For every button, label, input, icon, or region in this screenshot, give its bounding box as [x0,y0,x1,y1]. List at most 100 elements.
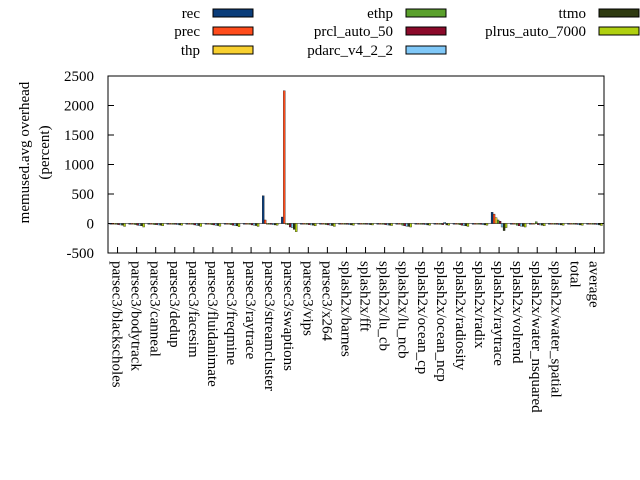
bar-rec [223,223,227,225]
bar-prec [397,223,400,225]
bar-ttmo [445,223,448,226]
bar-thp [456,223,460,225]
bar-rec [471,223,475,225]
bar-prcl-auto-50 [155,223,158,225]
bar-ethp [554,223,557,225]
bar-ttmo [235,223,239,227]
bar-ttmo [197,223,200,226]
x-tick-label: splash2x/fft [357,261,373,332]
bar-ttmo [541,223,544,226]
bar-thp [380,223,383,225]
legend-label: ttmo [558,6,586,22]
bar-ethp [592,223,595,225]
bar-rec [548,223,551,225]
legend-label: prec [174,24,200,40]
bar-rec [490,212,494,224]
bar-prec [473,223,477,225]
legend-swatch [405,26,447,36]
y-tick-label: 500 [72,187,95,203]
bar-ethp [573,223,576,225]
bar-ethp [363,223,366,225]
bar-rec [567,223,570,225]
bar-rec [338,223,341,225]
x-tick-label: average [585,261,601,308]
bar-ttmo [254,223,258,226]
x-tick-label: parsec3/swaptions [280,261,296,371]
bar-rec [529,223,532,225]
bar-plrus-auto-7000 [371,223,374,226]
bar-rec [433,223,436,225]
legend-swatch [405,45,447,55]
bar-prec [359,223,362,225]
bar-ttmo [426,223,429,226]
x-tick-label: parsec3/facesim [185,261,201,358]
bar-rec [395,223,398,225]
bar-prcl-auto-50 [250,223,254,226]
bar-pdarc-v4-2-2 [138,223,141,226]
bar-ethp [439,223,442,225]
bar-rec [452,223,456,225]
bar-pdarc-v4-2-2 [195,223,198,226]
legend-label: pdarc_v4_2_2 [307,43,393,59]
bar-thp [494,217,498,224]
bar-pdarc-v4-2-2 [252,223,256,226]
bar-plrus-auto-7000 [218,223,222,227]
bar-ethp [172,223,175,225]
bar-ethp [382,223,385,225]
bar-plrus-auto-7000 [180,223,183,226]
bar-thp [361,223,364,225]
bar-ethp [229,223,233,225]
bar-rec [204,223,208,225]
bar-thp [514,223,517,225]
x-tick-label: splash2x/volrend [509,261,525,364]
bar-ttmo [121,223,124,226]
bar-rec [510,223,513,225]
bar-pdarc-v4-2-2 [443,222,446,224]
bar-pdarc-v4-2-2 [367,223,370,225]
bar-ethp [306,223,309,225]
x-tick-label: splash2x/radix [471,261,487,349]
bar-prcl-auto-50 [289,223,292,228]
bar-plrus-auto-7000 [485,223,489,226]
bar-pdarc-v4-2-2 [558,223,561,225]
bar-rec [166,223,169,225]
bar-plrus-auto-7000 [276,223,279,226]
x-axis: parsec3/blackscholes parsec3/bodytrack par… [109,247,601,413]
bar-plrus-auto-7000 [199,223,202,227]
bar-prec [111,223,114,225]
bar-pdarc-v4-2-2 [310,223,313,226]
bar-prcl-auto-50 [365,223,368,225]
bar-ethp [496,219,500,224]
legend-label: plrus_auto_7000 [485,24,586,40]
bar-thp [266,223,269,225]
bar-ethp [535,221,538,224]
bar-prec [531,223,534,225]
legend-label: thp [181,43,200,59]
plot-frame [107,75,605,254]
bar-prec [588,223,591,225]
bar-plrus-auto-7000 [466,223,470,227]
bar-ttmo [598,223,601,226]
bar-prec [130,223,133,225]
bar-prec [569,223,572,225]
bar-pdarc-v4-2-2 [481,223,485,225]
bar-ttmo [560,223,563,226]
bar-ethp [191,223,194,225]
bar-pdarc-v4-2-2 [520,223,523,227]
bar-prec [550,223,553,225]
bar-thp [227,223,231,225]
bar-prcl-auto-50 [308,223,311,225]
bar-ethp [401,223,404,226]
bar-thp [323,223,326,225]
bar-ethp [516,223,519,226]
bar-rec [128,223,131,225]
bar-pdarc-v4-2-2 [596,223,599,225]
bar-rec [414,223,417,225]
bar-prcl-auto-50 [403,223,406,227]
bar-prec [206,223,210,225]
y-axis-label-unit: (percent) [37,125,53,179]
bar-ttmo [522,223,525,227]
legend: rec prec thp ethp prcl_auto_50 pdarc_v4_2_2 tt… [174,6,640,59]
bar-prec [187,223,190,225]
bar-prcl-auto-50 [498,220,502,224]
